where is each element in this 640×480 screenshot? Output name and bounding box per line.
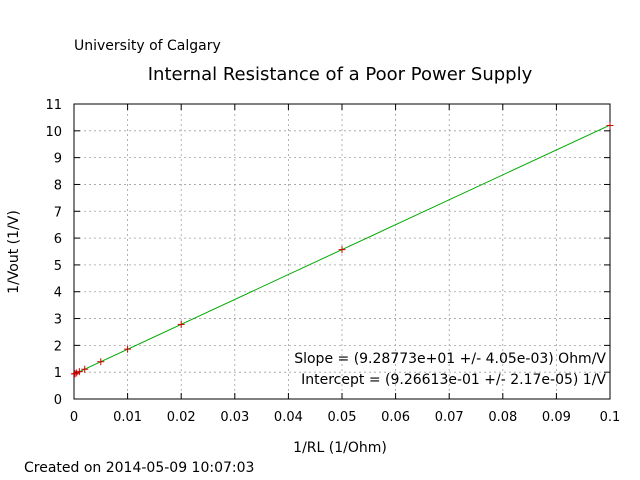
- data-point: [177, 320, 185, 328]
- y-tick-label: 7: [54, 205, 62, 220]
- y-tick-label: 3: [54, 313, 62, 328]
- x-tick-label: 0.04: [274, 410, 303, 425]
- y-tick-labels: 0 1 2 3 4 5 6 7 8 9 10 11: [45, 98, 62, 408]
- data-point: [81, 365, 89, 373]
- axis-ticks: [73, 103, 611, 400]
- intercept-annotation: Intercept = (9.26613e-01 +/- 2.17e-05) 1…: [301, 372, 606, 388]
- y-tick-label: 11: [45, 98, 62, 113]
- x-tick-label: 0: [70, 410, 78, 425]
- data-point: [606, 121, 614, 129]
- grid: [74, 104, 610, 399]
- data-point: [338, 246, 346, 254]
- data-point: [71, 370, 79, 378]
- x-tick-label: 0.05: [328, 410, 357, 425]
- x-tick-label: 0.03: [220, 410, 249, 425]
- institution-label: University of Calgary: [74, 38, 221, 54]
- x-tick-label: 0.09: [542, 410, 571, 425]
- x-tick-label: 0.01: [113, 410, 142, 425]
- y-tick-label: 8: [54, 178, 62, 193]
- data-point: [124, 345, 132, 353]
- created-timestamp: Created on 2014-05-09 10:07:03: [24, 460, 254, 476]
- x-tick-label: 0.02: [167, 410, 196, 425]
- y-tick-label: 10: [45, 125, 62, 140]
- y-tick-label: 5: [54, 259, 62, 274]
- data-points: [71, 121, 614, 378]
- y-tick-label: 2: [54, 339, 62, 354]
- x-tick-label: 0.08: [488, 410, 517, 425]
- y-tick-label: 0: [54, 393, 62, 408]
- x-tick-labels: 0 0.01 0.02 0.03 0.04 0.05 0.06 0.07 0.08 0.09 0.1: [70, 410, 620, 425]
- x-tick-label: 0.06: [381, 410, 410, 425]
- y-tick-label: 6: [54, 232, 62, 247]
- y-tick-label: 1: [54, 366, 62, 381]
- x-axis-label: 1/RL (1/Ohm): [293, 440, 387, 456]
- x-tick-label: 0.07: [435, 410, 464, 425]
- slope-annotation: Slope = (9.28773e+01 +/- 4.05e-03) Ohm/V: [294, 351, 606, 367]
- data-point: [97, 358, 105, 366]
- data-point: [75, 368, 83, 376]
- y-tick-label: 4: [54, 286, 62, 301]
- chart-title: Internal Resistance of a Poor Power Supp…: [148, 64, 533, 85]
- y-tick-label: 9: [54, 152, 62, 167]
- x-tick-label: 0.1: [600, 410, 621, 425]
- y-axis-label: 1/Vout (1/V): [6, 210, 22, 294]
